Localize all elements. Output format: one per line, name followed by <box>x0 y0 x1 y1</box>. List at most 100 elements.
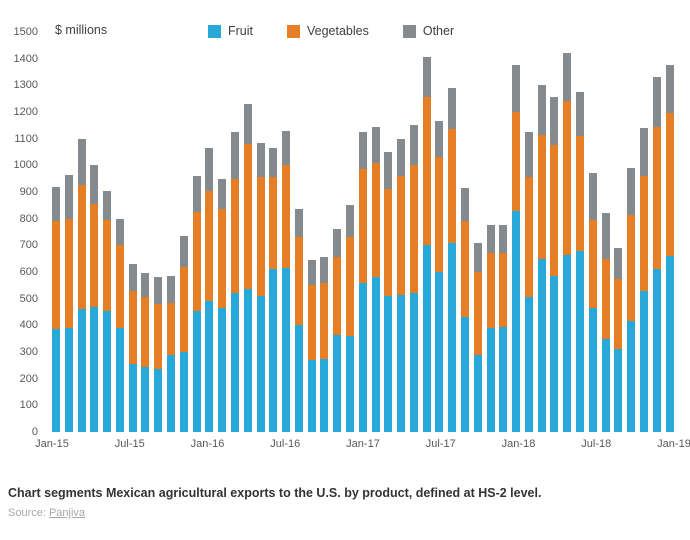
bar-jun-18 <box>576 32 585 432</box>
bar-segment-vegetables <box>499 253 508 327</box>
bar-aug-17 <box>448 32 457 432</box>
bar-segment-other <box>307 260 316 286</box>
bar-mar-16 <box>230 32 239 432</box>
bar-segment-vegetables <box>473 272 482 355</box>
bar-segment-fruit <box>230 293 239 432</box>
bar-segment-vegetables <box>103 220 112 311</box>
bar-segment-vegetables <box>115 245 124 328</box>
bar-segment-fruit <box>307 360 316 432</box>
bar-segment-vegetables <box>141 297 150 367</box>
bar-jul-16 <box>282 32 291 432</box>
bar-segment-other <box>524 132 533 178</box>
bar-segment-other <box>282 130 291 166</box>
bar-segment-other <box>115 218 124 246</box>
bar-segment-other <box>256 142 265 178</box>
bar-sep-18 <box>614 32 623 432</box>
bar-sep-16 <box>307 32 316 432</box>
bar-segment-fruit <box>141 366 150 432</box>
legend-label: Other <box>422 24 455 38</box>
bar-segment-fruit <box>218 308 227 432</box>
bar-segment-fruit <box>473 354 482 432</box>
bar-apr-17 <box>397 32 406 432</box>
bar-segment-vegetables <box>64 218 73 328</box>
bar-segment-other <box>192 176 201 213</box>
bar-segment-other <box>230 132 239 179</box>
bar-mar-15 <box>77 32 86 432</box>
legend-swatch <box>287 24 300 38</box>
bar-segment-vegetables <box>230 178 239 294</box>
bar-segment-other <box>512 65 521 113</box>
bar-segment-other <box>473 242 482 273</box>
bar-sep-15 <box>154 32 163 432</box>
x-tick-label: Jul-17 <box>425 438 456 450</box>
y-tick-label: 0 <box>31 426 38 438</box>
bar-sep-17 <box>461 32 469 432</box>
bar-segment-vegetables <box>179 266 188 352</box>
bar-segment-vegetables <box>52 221 60 330</box>
bar-oct-17 <box>473 32 482 432</box>
chart-caption: Chart segments Mexican agricultural expo… <box>8 486 542 500</box>
bar-segment-vegetables <box>77 185 86 310</box>
bar-segment-fruit <box>192 310 201 432</box>
bar-segment-fruit <box>333 334 342 432</box>
bar-segment-vegetables <box>397 176 406 295</box>
bar-segment-other <box>397 138 406 177</box>
bar-segment-other <box>52 186 60 222</box>
bar-segment-fruit <box>243 289 252 432</box>
bar-segment-fruit <box>90 306 99 432</box>
bar-segment-other <box>563 53 572 102</box>
bar-segment-fruit <box>550 276 559 432</box>
bar-segment-other <box>103 190 112 221</box>
bar-segment-other <box>486 225 495 254</box>
bar-jul-18 <box>588 32 597 432</box>
bar-segment-fruit <box>512 210 521 432</box>
bar-segment-other <box>294 209 303 238</box>
bar-segment-other <box>345 205 354 238</box>
legend-item-vegetables: Vegetables <box>287 24 369 38</box>
bar-segment-fruit <box>128 364 137 432</box>
source-link[interactable]: Panjiva <box>48 507 86 519</box>
bar-segment-other <box>576 92 585 137</box>
bar-segment-fruit <box>627 321 636 432</box>
bar-segment-vegetables <box>422 97 431 246</box>
bar-segment-fruit <box>614 349 623 432</box>
unit-label: $ millions <box>55 23 108 37</box>
bar-segment-other <box>384 152 393 190</box>
bar-dec-15 <box>192 32 201 432</box>
y-tick-label: 1300 <box>13 79 38 92</box>
y-tick-label: 1000 <box>13 159 38 172</box>
bar-segment-fruit <box>499 326 508 432</box>
bar-feb-17 <box>371 32 380 432</box>
bar-segment-fruit <box>371 277 380 432</box>
bar-dec-17 <box>499 32 508 432</box>
bar-segment-vegetables <box>256 177 265 296</box>
bar-segment-vegetables <box>333 257 342 335</box>
bar-segment-vegetables <box>461 221 469 318</box>
bar-segment-fruit <box>205 301 214 432</box>
bar-segment-vegetables <box>639 176 648 291</box>
bar-segment-other <box>435 121 444 158</box>
y-tick-label: 600 <box>19 266 38 278</box>
bar-segment-vegetables <box>218 209 227 308</box>
x-axis: Jan-15 Jul-15 Jan-16 Jul-16 Jan-17 Jul-17 Jan-… <box>35 438 690 454</box>
bar-may-17 <box>409 32 418 432</box>
bar-segment-other <box>371 126 380 163</box>
bar-segment-vegetables <box>320 282 329 359</box>
bar-segment-vegetables <box>371 162 380 278</box>
x-tick-label: Jan-15 <box>35 438 69 450</box>
y-tick-label: 300 <box>19 346 38 358</box>
bar-segment-fruit <box>588 308 597 432</box>
y-tick-label: 400 <box>19 319 38 332</box>
bar-segment-vegetables <box>563 101 572 255</box>
legend-item-fruit: Fruit <box>208 24 253 38</box>
x-tick-label: Jul-18 <box>581 438 612 450</box>
bar-segment-fruit <box>167 354 176 432</box>
bar-segment-vegetables <box>512 112 521 211</box>
bar-segment-fruit <box>537 258 546 432</box>
bar-segment-other <box>77 138 86 186</box>
bar-segment-fruit <box>320 358 329 432</box>
bar-segment-fruit <box>77 309 86 432</box>
bar-segment-other <box>333 229 342 258</box>
bar-segment-other <box>588 173 597 220</box>
x-tick-label: Jan-16 <box>190 438 225 450</box>
